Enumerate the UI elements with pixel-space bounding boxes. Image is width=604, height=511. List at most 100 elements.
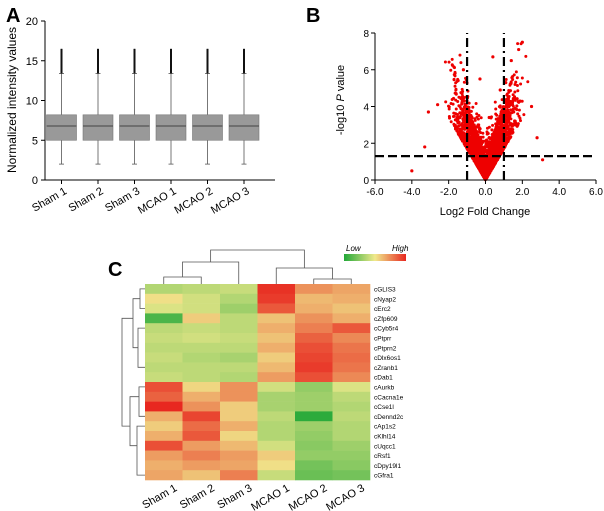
heatmap-cell (145, 323, 183, 334)
volcano-point (452, 73, 456, 77)
heatmap-cell (220, 391, 258, 402)
volcano-point (486, 173, 490, 177)
volcano-point (487, 125, 491, 129)
volcano-point (496, 122, 500, 126)
volcano-y-tick-label: 6 (363, 66, 369, 77)
volcano-point (498, 88, 502, 92)
volcano-point (459, 61, 463, 65)
volcano-point (508, 132, 512, 136)
heatmap-cell (257, 372, 296, 383)
heatmap-cell (295, 470, 333, 481)
volcano-point (486, 159, 490, 163)
volcano-point (436, 103, 440, 107)
volcano-point (459, 97, 463, 101)
heatmap-cell (295, 323, 333, 334)
heatmap-cell (295, 313, 333, 324)
volcano-point (487, 146, 491, 150)
heatmap-cell (257, 362, 296, 373)
volcano-threshold-lines (375, 33, 596, 180)
volcano-point (460, 122, 464, 126)
volcano-point (487, 169, 491, 173)
volcano-point (479, 145, 483, 149)
heatmap-row-label: cGfra1 (374, 473, 394, 480)
volcano-point (495, 113, 499, 117)
box-plot-y-tick-label: 10 (26, 96, 38, 108)
heatmap-cell (257, 323, 296, 334)
heatmap-cell (145, 313, 183, 324)
volcano-point (462, 116, 466, 120)
volcano-point (475, 112, 479, 116)
heatmap-cell (257, 401, 296, 412)
volcano-point (494, 107, 498, 111)
heatmap-cell (332, 303, 371, 314)
volcano-x-axis-label: Log2 Fold Change (440, 206, 531, 218)
heatmap-cell (220, 460, 258, 471)
volcano-point (468, 126, 472, 130)
heatmap-cell (145, 382, 183, 393)
volcano-point (459, 107, 463, 111)
volcano-point (471, 134, 475, 138)
heatmap-cells (145, 284, 371, 481)
volcano-point (473, 137, 477, 141)
box (119, 114, 150, 141)
volcano-point (461, 68, 465, 72)
volcano-point (491, 55, 495, 59)
volcano-point (485, 132, 489, 136)
volcano-point (520, 40, 524, 44)
heatmap-cell (182, 323, 221, 334)
heatmap-cell (145, 460, 183, 471)
heatmap-cell (182, 382, 221, 393)
volcano-point (540, 158, 545, 162)
heatmap-cell (220, 323, 258, 334)
volcano-point (453, 70, 457, 74)
volcano-point (454, 87, 458, 91)
volcano-point (504, 120, 508, 124)
volcano-point (509, 117, 513, 121)
volcano-point (509, 58, 513, 63)
heatmap-cell (220, 401, 258, 412)
heatmap-cell (182, 303, 221, 314)
volcano-point (462, 125, 466, 129)
volcano-y-label-suffix: value (335, 65, 347, 94)
heatmap-cell (257, 342, 296, 353)
column-dendrogram-branch (313, 278, 352, 284)
volcano-point (454, 107, 458, 111)
heatmap-legend-low: Low (346, 244, 362, 253)
volcano-point (458, 53, 462, 57)
volcano-point (510, 100, 514, 104)
heatmap-row-label: cCacna1e (374, 394, 404, 401)
volcano-point (452, 111, 456, 115)
heatmap-column-label: MCAO 1 (249, 482, 292, 511)
heatmap-cell (257, 284, 296, 295)
volcano-point (492, 144, 496, 148)
heatmap-row-label: cUqcc1 (374, 443, 396, 450)
volcano-point (477, 113, 481, 117)
volcano-point (514, 70, 518, 74)
heatmap-cell (145, 431, 183, 442)
volcano-point (515, 76, 519, 80)
heatmap-cell (182, 293, 221, 304)
volcano-point (462, 131, 466, 135)
volcano-point (450, 98, 454, 102)
heatmap-cell (220, 372, 258, 383)
box-plot-y-tick-label: 5 (32, 135, 38, 147)
heatmap-row-label: cNyap2 (374, 296, 396, 303)
volcano-x-tick-label: 0.0 (479, 187, 493, 198)
heatmap-cell (182, 411, 221, 422)
volcano-point (535, 136, 539, 140)
volcano-point (514, 80, 518, 84)
heatmap-row-label: cDpy19l1 (374, 463, 401, 470)
volcano-point (461, 94, 465, 98)
heatmap-column-label: Sham 2 (178, 482, 217, 511)
volcano-point (496, 139, 500, 143)
volcano-point (468, 150, 472, 154)
heatmap-cell (145, 440, 183, 451)
heatmap-cell (220, 450, 258, 461)
volcano-point (471, 120, 475, 124)
row-dendrogram-branch (138, 386, 145, 417)
volcano-point (472, 124, 476, 128)
volcano-point (423, 145, 427, 149)
volcano-point (473, 118, 477, 122)
volcano-point (474, 102, 478, 105)
volcano-point (476, 137, 480, 141)
